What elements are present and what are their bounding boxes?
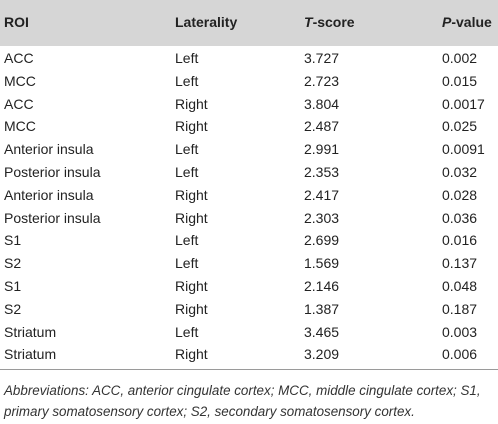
header-italic: P (442, 14, 452, 30)
table-cell: Right (175, 118, 208, 135)
table-cell: Right (175, 209, 208, 226)
header-band (0, 0, 498, 46)
table-cell: 0.0091 (442, 141, 485, 158)
table-cell: 2.146 (304, 278, 340, 294)
table-cell: Right (175, 300, 208, 317)
table-cell: ACC (4, 95, 34, 112)
table-cell: 3.209 (304, 346, 340, 363)
header-text: -value (451, 14, 492, 30)
table-cell: Right (175, 95, 208, 112)
table-cell: 0.015 (442, 72, 478, 89)
header-text: -score (312, 14, 355, 30)
column-header: P-value (442, 13, 492, 31)
table-cell: 0.0017 (442, 95, 485, 112)
table-cell: Striatum (4, 346, 57, 363)
table-cell: 3.727 (304, 50, 340, 66)
table-rule (0, 369, 498, 370)
table-cell: MCC (4, 72, 36, 89)
table-cell: 0.137 (442, 255, 478, 272)
table-cell: Left (175, 141, 199, 158)
table-cell: 2.723 (304, 72, 340, 89)
table-cell: 0.036 (442, 209, 478, 226)
table-cell: Left (175, 255, 199, 272)
table-cell: S1 (4, 278, 22, 294)
table-cell: 0.002 (442, 50, 478, 66)
table-cell: 2.487 (304, 118, 340, 135)
table-cell: 2.699 (304, 232, 340, 249)
table-cell: 3.804 (304, 95, 340, 112)
table-cell: S2 (4, 300, 22, 317)
table-cell: Striatum (4, 323, 57, 340)
table-cell: 1.387 (304, 300, 340, 317)
table-cell: 1.569 (304, 255, 340, 272)
table-cell: Right (175, 346, 208, 363)
table-cell: Left (175, 232, 199, 249)
table-cell: MCC (4, 118, 36, 135)
table-cell: S1 (4, 232, 22, 249)
table-cell: 0.003 (442, 323, 478, 340)
table-cell: Posterior insula (4, 164, 101, 180)
column-header: ROI (4, 14, 29, 30)
table-cell: Anterior insula (4, 141, 94, 158)
table-cell: Posterior insula (4, 209, 101, 226)
table-cell: S2 (4, 255, 22, 272)
table-cell: 0.006 (442, 346, 478, 363)
table-cell: 0.032 (442, 164, 478, 180)
table-cell: 2.417 (304, 186, 340, 203)
table-cell: Left (175, 164, 199, 180)
column-header: Laterality (175, 14, 238, 30)
header-italic: T (304, 14, 313, 30)
table-cell: 3.465 (304, 323, 340, 340)
table-cell: 0.187 (442, 300, 478, 317)
table-cell: Left (175, 323, 199, 340)
table-cell: 2.991 (304, 141, 340, 158)
footnote: Abbreviations: ACC, anterior cingulate c… (4, 383, 481, 419)
table-cell: Right (175, 278, 208, 294)
table-cell: 0.025 (442, 118, 478, 135)
table-cell: 2.353 (304, 164, 340, 180)
table-cell: Left (175, 72, 199, 89)
table-cell: Left (175, 50, 199, 66)
table-cell: Right (175, 186, 208, 203)
column-header: T-score (304, 13, 355, 31)
table-cell: 2.303 (304, 209, 340, 226)
table-cell: ACC (4, 50, 34, 66)
table-cell: Anterior insula (4, 186, 94, 203)
table-cell: 0.048 (442, 278, 478, 294)
table-cell: 0.016 (442, 232, 478, 249)
table-cell: 0.028 (442, 186, 478, 203)
